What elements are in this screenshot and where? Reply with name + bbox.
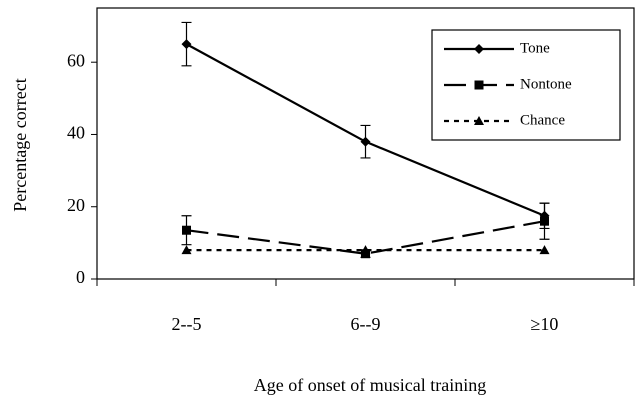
legend-label: Chance <box>520 112 565 128</box>
y-tick-label: 20 <box>67 195 85 215</box>
marker <box>182 225 191 235</box>
x-tick-label: 6--9 <box>351 314 381 334</box>
marker <box>539 245 550 255</box>
y-tick-label: 40 <box>67 123 85 143</box>
legend-marker <box>474 116 484 125</box>
x-tick-label: ≥10 <box>531 314 559 334</box>
marker <box>360 245 371 255</box>
legend-marker <box>474 80 484 90</box>
marker <box>181 39 192 50</box>
marker <box>360 136 371 147</box>
marker <box>540 216 549 226</box>
plot-frame <box>96 7 635 280</box>
y-tick-label: 60 <box>67 50 85 70</box>
legend-label: Nontone <box>520 76 572 92</box>
x-axis-label: Age of onset of musical training <box>254 375 486 395</box>
legend-label: Tone <box>520 40 550 56</box>
legend-marker <box>474 44 484 54</box>
y-tick-label: 0 <box>76 267 85 287</box>
y-axis-label: Percentage correct <box>10 78 30 211</box>
x-tick-label: 2--5 <box>172 314 202 334</box>
marker <box>181 245 192 255</box>
